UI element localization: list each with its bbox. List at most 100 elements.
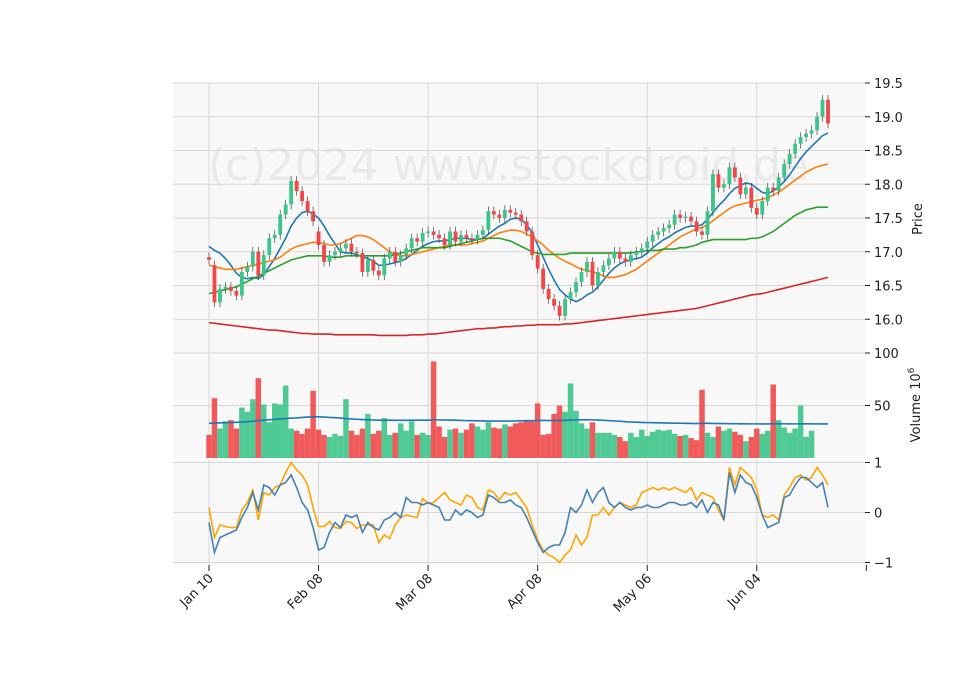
volume-bar (408, 421, 415, 458)
candle-body (426, 231, 431, 233)
oscillator-grid (173, 460, 865, 565)
volume-bar (480, 429, 486, 458)
volume-bar (299, 433, 305, 458)
candle-body (524, 221, 529, 232)
candle-body (732, 167, 737, 178)
volume-bar (485, 422, 492, 458)
volume-bar (261, 404, 267, 458)
candle-body (765, 187, 770, 202)
candle-body (207, 257, 211, 260)
volume-bar (211, 398, 218, 458)
volume-tick-label: 100 (874, 347, 899, 362)
volume-bar (534, 403, 541, 458)
volume-bar (808, 430, 815, 458)
volume-bar (228, 420, 234, 458)
oscillator-line-2 (208, 472, 829, 556)
candle-body (782, 164, 787, 178)
candle-body (749, 187, 754, 208)
candle-body (694, 221, 699, 232)
volume-bar (551, 413, 557, 458)
volume-bar (326, 437, 333, 458)
volume-bar (803, 437, 809, 458)
candle-body (754, 207, 759, 215)
candle-body (601, 265, 606, 272)
volume-bar (321, 434, 327, 458)
volume-bar (447, 429, 453, 458)
volume-bar (365, 413, 371, 458)
candle-body (738, 177, 743, 195)
volume-bar (606, 432, 612, 458)
candle-body (409, 238, 414, 249)
candle-body (530, 231, 535, 256)
volume-bar (622, 441, 629, 458)
price-y-ticks: 16.0 16.5 17.0 17.5 18.0 18.5 19.0 19.5 (865, 77, 903, 328)
oscillator-y-ticks: −1 0 1 (865, 457, 893, 572)
candle-body (508, 209, 513, 213)
candles (207, 95, 830, 321)
price-tick-label: 17.5 (874, 212, 903, 227)
candle-body (459, 234, 463, 242)
candle-body (716, 174, 721, 188)
volume-bar (452, 428, 459, 458)
candle-body (327, 255, 332, 262)
volume-bar (792, 428, 798, 458)
volume-bar (496, 428, 503, 458)
volume-bar (217, 428, 223, 458)
volume-bar (529, 421, 535, 458)
oscillator-tick-label: 0 (874, 507, 882, 522)
oscillator-tick-label: −1 (874, 557, 893, 572)
volume-bar (655, 429, 661, 458)
candle-body (711, 174, 715, 212)
volume-bar (545, 433, 552, 458)
candle-body (579, 272, 584, 283)
x-tick-label: Jan 10 (177, 571, 217, 611)
volume-bar (715, 426, 722, 458)
volume-bar (354, 434, 360, 458)
candle-body (585, 261, 589, 272)
volume-bar (332, 433, 338, 458)
volume-bar (628, 432, 634, 458)
volume-bar (233, 428, 240, 458)
candle-body (639, 248, 644, 252)
candle-body (815, 116, 819, 131)
volume-bar (250, 399, 256, 458)
candle-body (354, 251, 359, 254)
candle-body (645, 241, 650, 249)
candle-body (316, 231, 321, 245)
candle-body (689, 216, 693, 222)
volume-bar (797, 405, 804, 458)
x-tick-label: Mar 08 (393, 571, 436, 614)
volume-bar (310, 390, 316, 458)
price-axis-label: Price (911, 203, 926, 235)
volume-bar (507, 426, 514, 458)
candle-body (541, 268, 546, 289)
volume-bar (710, 437, 716, 458)
volume-bar (595, 432, 601, 458)
volume-bar (271, 403, 278, 458)
candle-body (760, 201, 765, 215)
volume-bar (463, 429, 470, 458)
volume-bar (693, 440, 700, 458)
candle-body (798, 137, 803, 144)
candle-body (223, 286, 228, 289)
volume-bar (633, 437, 640, 458)
candle-body (376, 270, 381, 276)
volume-bar (430, 361, 437, 458)
x-tick-label: Apr 08 (504, 571, 545, 612)
volume-bar (589, 422, 596, 458)
candle-body (283, 204, 288, 215)
volume-bar (770, 384, 776, 458)
volume-y-ticks: 50 100 (865, 347, 899, 415)
candle-body (420, 232, 425, 242)
volume-bar (315, 429, 322, 458)
candle-body (256, 251, 261, 276)
candle-body (371, 259, 376, 271)
candle-body (470, 238, 474, 240)
candle-body (218, 288, 222, 303)
volume-bar (754, 428, 760, 458)
volume-bar (737, 434, 744, 458)
volume-bar (660, 430, 667, 458)
price-tick-label: 16.0 (874, 313, 903, 328)
volume-bar (759, 433, 766, 458)
candle-body (628, 255, 633, 262)
